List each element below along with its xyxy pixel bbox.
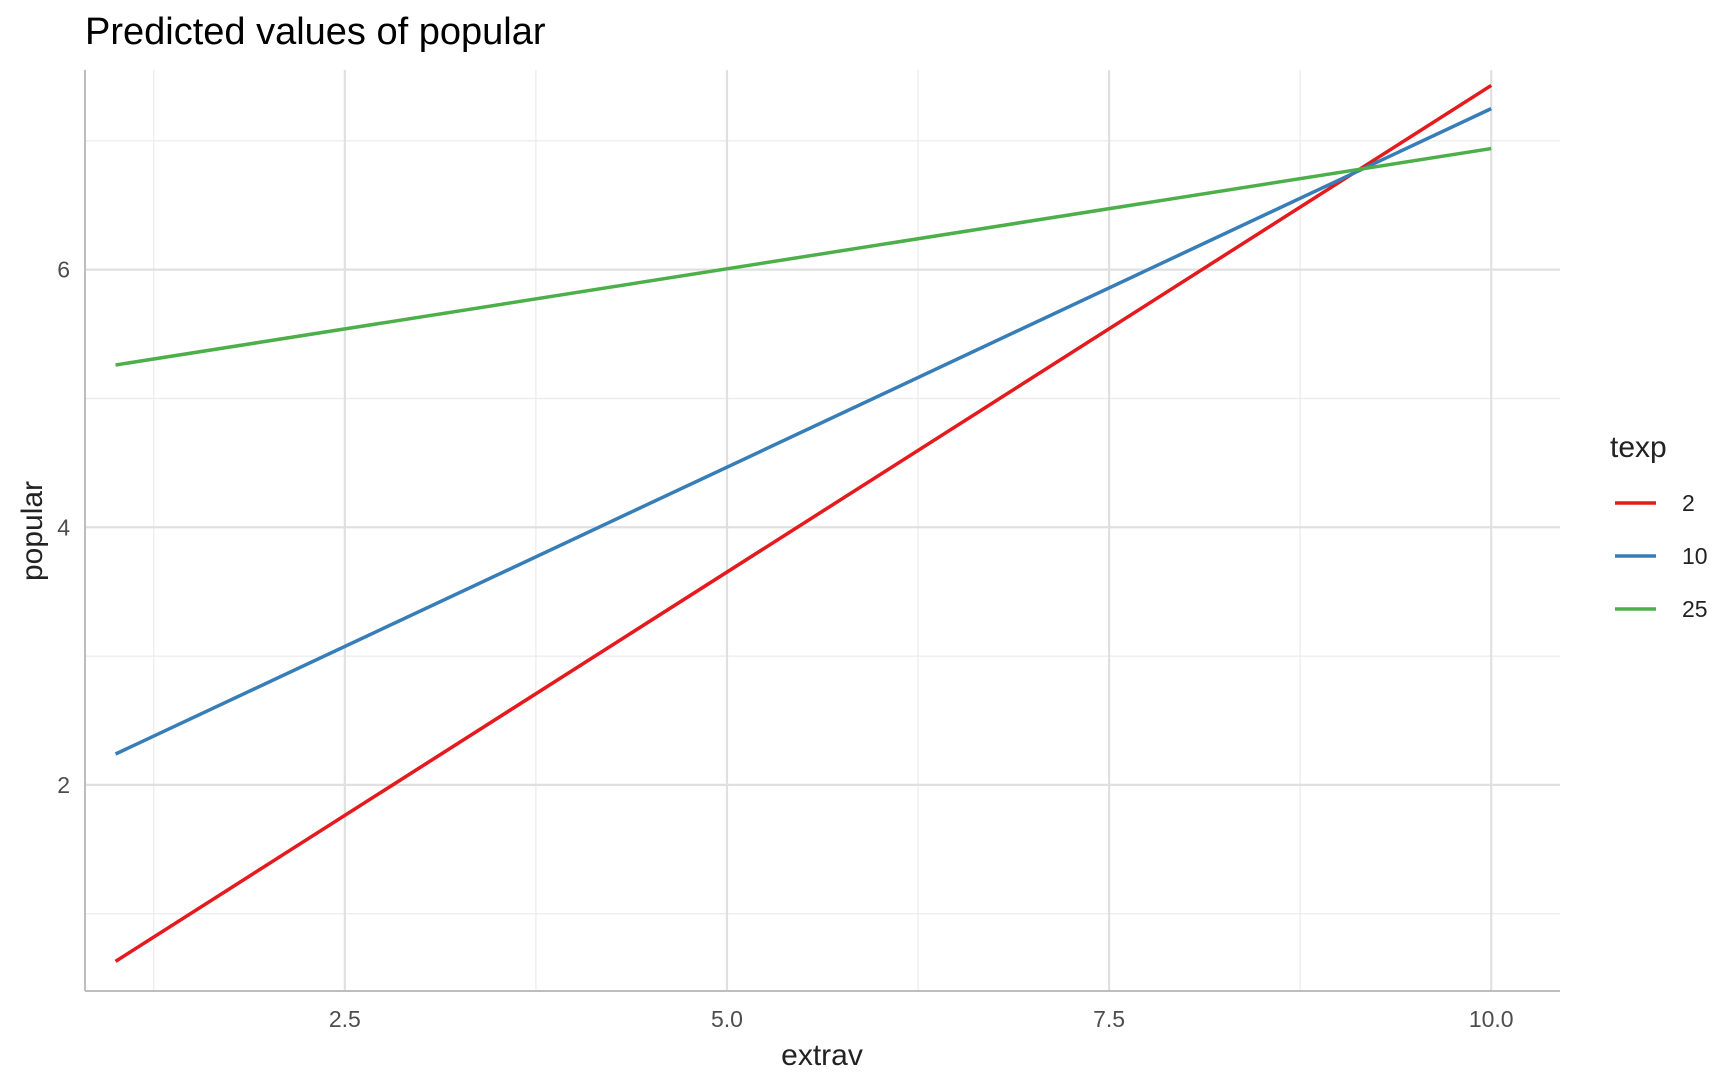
- x-tick-label: 10.0: [1469, 1006, 1514, 1032]
- y-tick-label: 4: [57, 514, 70, 540]
- legend: texp 2 10 25: [1610, 431, 1708, 622]
- legend-label-25: 25: [1682, 596, 1708, 622]
- y-tick-labels: 2 4 6: [57, 257, 70, 798]
- legend-title: texp: [1610, 431, 1667, 464]
- x-axis-title: extrav: [781, 1039, 863, 1072]
- series-line-10: [114, 107, 1492, 756]
- x-tick-label: 2.5: [329, 1006, 361, 1032]
- x-tick-label: 5.0: [711, 1006, 743, 1032]
- grid-major: [85, 70, 1560, 991]
- y-tick-label: 2: [57, 772, 70, 798]
- legend-label-10: 10: [1682, 543, 1708, 569]
- legend-label-2: 2: [1682, 490, 1695, 516]
- series-layer: [114, 83, 1493, 963]
- series-line-25: [115, 146, 1492, 367]
- series-line-2: [114, 83, 1493, 963]
- y-tick-label: 6: [57, 257, 70, 283]
- x-tick-labels: 2.5 5.0 7.5 10.0: [329, 1006, 1514, 1032]
- y-axis-title: popular: [16, 481, 49, 581]
- x-tick-label: 7.5: [1093, 1006, 1125, 1032]
- grid-minor: [85, 70, 1560, 991]
- chart-title: Predicted values of popular: [85, 11, 546, 53]
